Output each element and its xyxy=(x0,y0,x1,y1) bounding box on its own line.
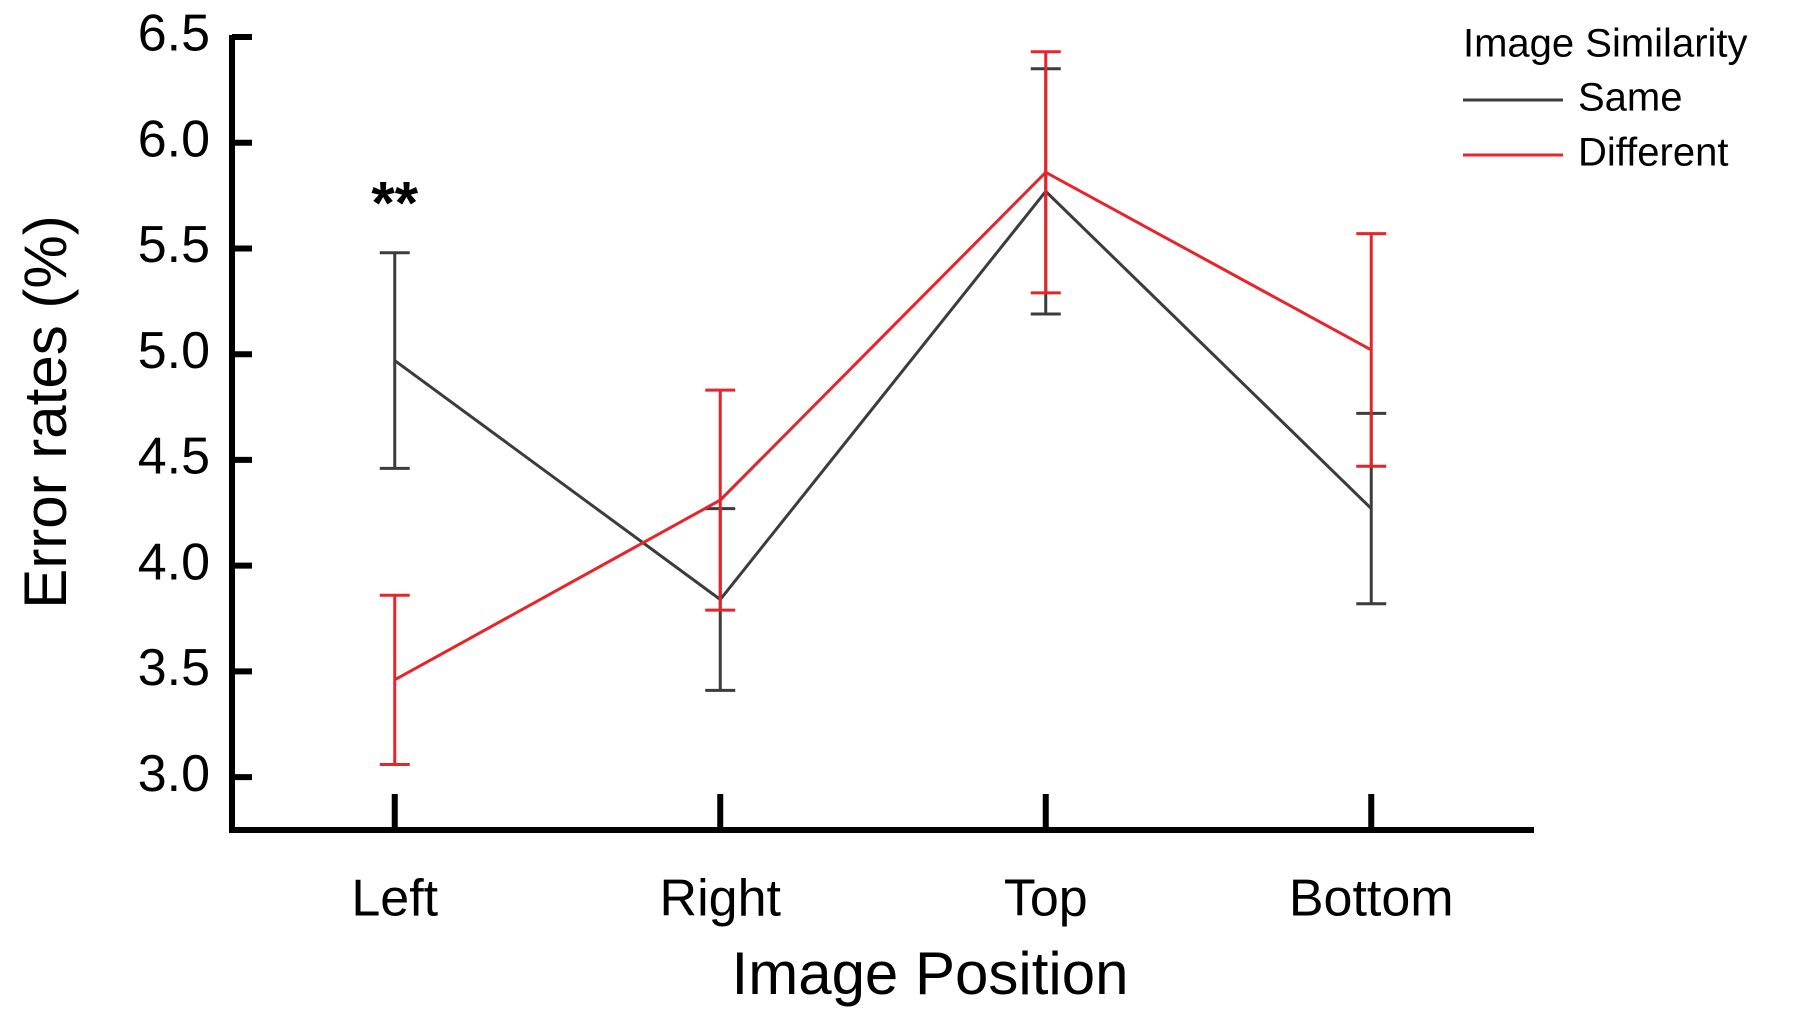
y-tick-label: 3.5 xyxy=(138,639,210,697)
x-tick-label: Right xyxy=(660,870,782,928)
x-tick-label: Bottom xyxy=(1289,870,1454,928)
legend-label: Different xyxy=(1578,131,1728,175)
y-tick-label: 6.5 xyxy=(138,5,210,63)
annotation: ** xyxy=(371,169,418,236)
y-tick-label: 6.0 xyxy=(138,110,210,168)
y-axis-title: Error rates (%) xyxy=(12,215,79,608)
x-axis-title: Image Position xyxy=(732,940,1129,1007)
x-tick-label: Left xyxy=(351,870,438,928)
y-tick-label: 5.5 xyxy=(138,216,210,274)
y-tick-label: 3.0 xyxy=(138,745,210,803)
legend-label: Same xyxy=(1578,76,1683,120)
series-line xyxy=(394,170,1372,682)
legend-title: Image Similarity xyxy=(1463,22,1748,66)
y-tick-label: 4.5 xyxy=(138,428,210,486)
y-tick-label: 5.0 xyxy=(138,322,210,380)
y-tick-label: 4.0 xyxy=(138,533,210,591)
series-line xyxy=(393,189,1373,602)
x-tick-label: Top xyxy=(1004,870,1088,928)
